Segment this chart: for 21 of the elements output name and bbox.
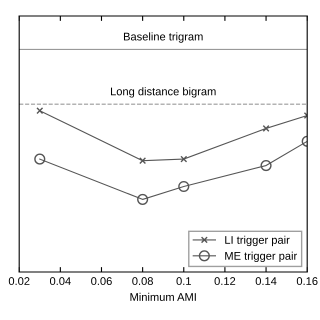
x-axis-title: Minimum AMI [130, 292, 196, 301]
x-tick-label: 0.04 [50, 277, 71, 286]
x-tick-label: 0.02 [8, 277, 30, 286]
point [36, 107, 44, 114]
ref-line-label: Long distance bigram [110, 87, 216, 98]
x-tick-label: 0.16 [296, 277, 318, 286]
point [139, 157, 146, 164]
ref-line-label: Baseline trigram [124, 32, 203, 43]
point [262, 124, 270, 132]
point [137, 194, 148, 205]
point [34, 154, 46, 165]
legend-label: ME trigger pair [225, 252, 298, 262]
x-tick-label: 0.08 [132, 277, 153, 286]
x-tick-label: 0.12 [214, 277, 236, 286]
point [260, 160, 272, 172]
point [180, 156, 188, 163]
point [178, 180, 190, 192]
x-tick-label: 0.06 [91, 277, 112, 286]
x-tick-label: 0.14 [256, 277, 277, 286]
x-tick-label: 0.1 [176, 277, 191, 286]
legend-label: LI trigger pair [225, 236, 290, 246]
